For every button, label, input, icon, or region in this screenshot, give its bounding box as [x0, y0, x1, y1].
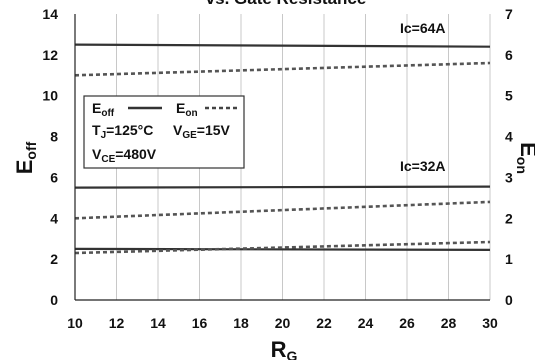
annotation-ic32: Ic=32A: [400, 158, 446, 174]
x-tick-label-4: 18: [233, 315, 249, 331]
x-tick-label-7: 24: [358, 315, 374, 331]
legend-box: [83, 95, 245, 169]
x-tick-label-1: 12: [109, 315, 125, 331]
x-axis-label: RG: [271, 337, 298, 360]
legend: Eoff Eon TJ=125°C VGE=15V VCE=480V: [83, 95, 245, 169]
y-left-ticks: 0 2 4 6 8 10 12 14: [42, 6, 58, 308]
y-axis-left-label: Eoff: [12, 141, 39, 174]
series-group: [74, 43, 491, 255]
x-ticks: 10 12 14 16 18 20 22 24 26 28 30: [67, 315, 498, 331]
y-right-tick-label-5: 5: [505, 88, 513, 104]
chart-title: vs. Gate Resistance: [206, 0, 367, 8]
annotation-ic64: Ic=64A: [400, 20, 446, 36]
legend-tj-label: TJ=125°C: [92, 122, 153, 141]
eon-line-3: [74, 200, 491, 220]
legend-eoff-label: Eoff: [92, 100, 115, 119]
x-tick-label-8: 26: [399, 315, 415, 331]
y-left-tick-label-2: 4: [50, 210, 58, 226]
x-tick-label-9: 28: [441, 315, 457, 331]
y-right-tick-label-7: 7: [505, 6, 513, 22]
eoff-line-4: [74, 247, 491, 251]
x-tick-label-5: 20: [275, 315, 291, 331]
eon-line-1: [74, 61, 491, 77]
x-tick-label-6: 22: [316, 315, 332, 331]
eoff-line-2: [74, 185, 491, 189]
eon-line-5: [74, 240, 491, 255]
y-left-tick-label-0: 0: [50, 292, 58, 308]
y-right-tick-label-3: 3: [505, 169, 513, 185]
x-tick-label-3: 16: [192, 315, 208, 331]
y-right-tick-label-6: 6: [505, 47, 513, 63]
y-left-tick-label-4: 8: [50, 129, 58, 145]
y-axis-right-label: Eon: [514, 142, 535, 174]
y-right-tick-label-0: 0: [505, 292, 513, 308]
y-left-tick-label-5: 10: [42, 88, 58, 104]
x-tick-label-0: 10: [67, 315, 83, 331]
y-right-ticks: 0 1 2 3 4 5 6 7: [505, 6, 513, 308]
eoff-line-0: [74, 43, 491, 48]
x-tick-label-10: 30: [482, 315, 498, 331]
y-left-tick-label-3: 6: [50, 169, 58, 185]
legend-vce-label: VCE=480V: [92, 146, 157, 165]
y-right-tick-label-2: 2: [505, 210, 513, 226]
legend-eon-label: Eon: [176, 100, 198, 119]
y-right-tick-label-4: 4: [505, 129, 513, 145]
y-left-tick-label-6: 12: [42, 47, 58, 63]
y-left-tick-label-7: 14: [42, 6, 58, 22]
y-right-tick-label-1: 1: [505, 251, 513, 267]
x-tick-label-2: 14: [150, 315, 166, 331]
legend-vge-label: VGE=15V: [173, 122, 231, 141]
y-left-tick-label-1: 2: [50, 251, 58, 267]
